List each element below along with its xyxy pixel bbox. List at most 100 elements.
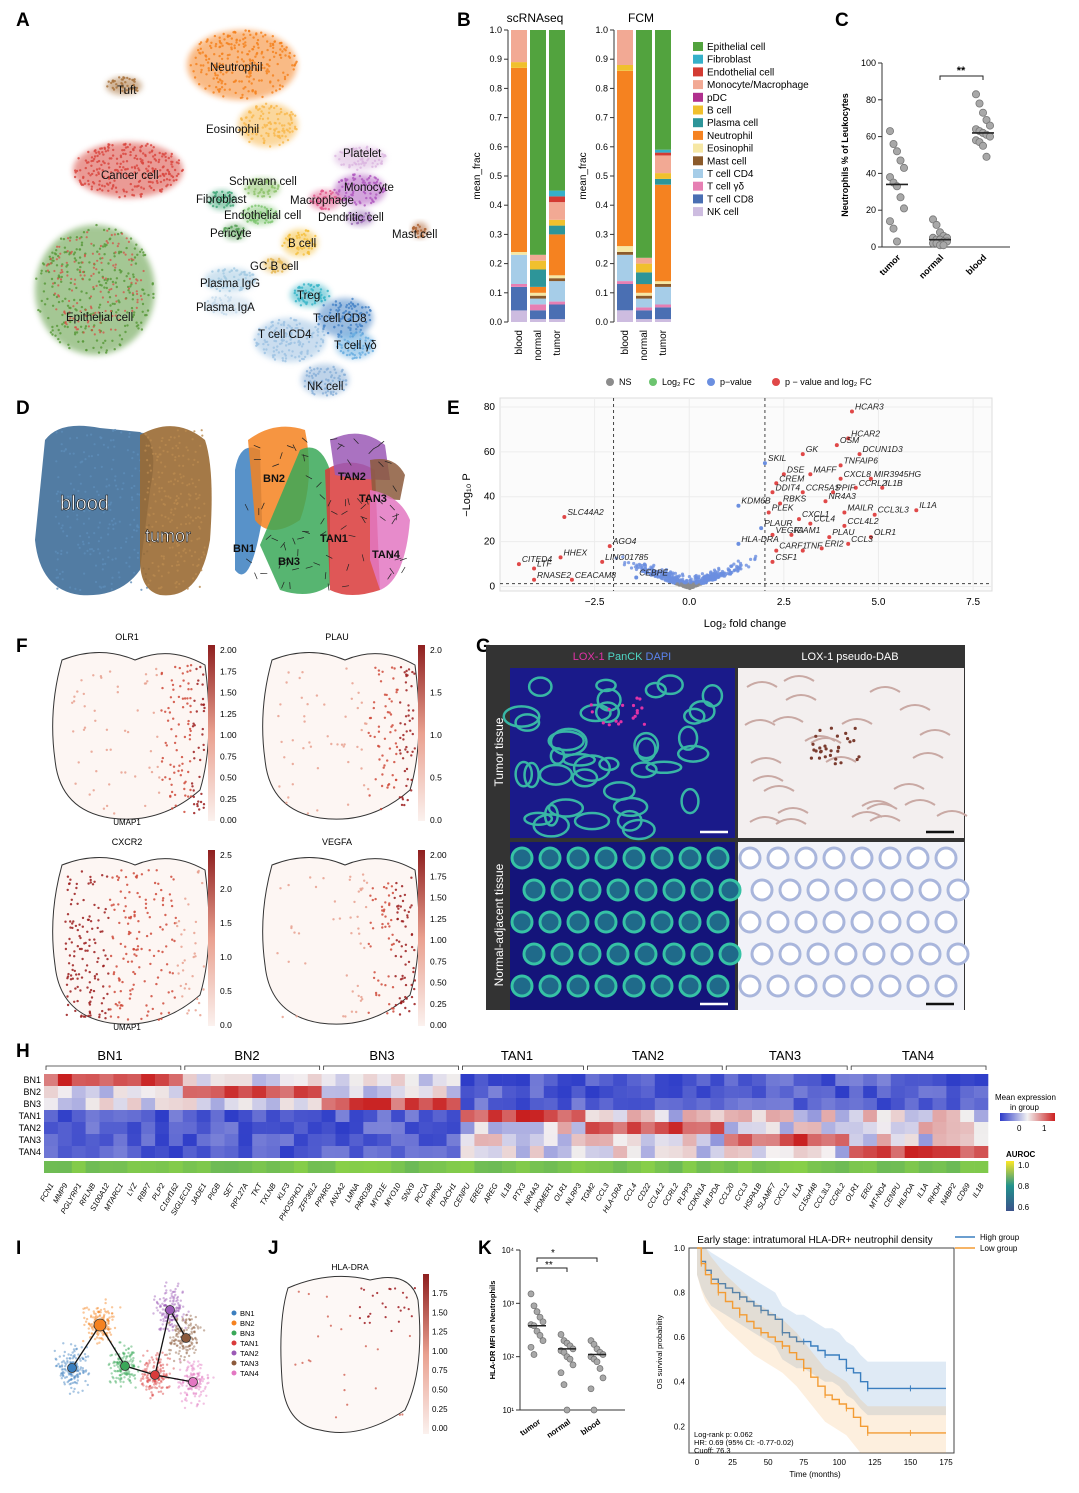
- feature-point: [381, 785, 383, 787]
- feature-point: [192, 725, 194, 727]
- umap-point: [224, 83, 226, 85]
- umap-point: [68, 347, 70, 349]
- feature-point: [89, 876, 91, 878]
- umap-point: [160, 461, 162, 463]
- feature-point: [177, 770, 179, 772]
- gene-point: [559, 555, 563, 559]
- feature-point: [127, 961, 129, 963]
- umap-point: [263, 348, 265, 350]
- umap-point: [223, 33, 225, 35]
- heatmap-cell: [821, 1098, 835, 1110]
- gene-point: [634, 576, 638, 580]
- feature-point: [189, 789, 191, 791]
- heatmap-cell: [905, 1110, 919, 1122]
- umap-point: [211, 270, 213, 272]
- umap-point: [57, 284, 59, 286]
- umap-point: [95, 224, 97, 226]
- panel-letter-k: K: [478, 1238, 492, 1259]
- feature-point: [385, 887, 387, 889]
- dab-signal: [811, 743, 814, 746]
- feature-point: [368, 1012, 370, 1014]
- umap-point: [308, 253, 310, 255]
- heatmap-cell: [599, 1074, 613, 1086]
- umap-point: [231, 37, 233, 39]
- bar-segment-13: [549, 30, 565, 191]
- umap-point: [101, 257, 103, 259]
- umap-point: [170, 163, 172, 165]
- panel-letter-e: E: [447, 398, 460, 419]
- umap-point: [247, 192, 249, 194]
- umap-point: [320, 368, 322, 370]
- umap-point: [355, 328, 357, 330]
- feature-point: [384, 926, 386, 928]
- crypt-dab: [740, 848, 760, 868]
- feature-point: [402, 738, 404, 740]
- feature-point: [386, 694, 388, 696]
- umap-point: [235, 41, 237, 43]
- umap-point: [195, 573, 197, 575]
- umap-point: [111, 559, 113, 561]
- umap-point: [179, 473, 181, 475]
- crypt: [608, 944, 628, 964]
- feature-point: [203, 749, 205, 751]
- feature-point: [399, 749, 401, 751]
- umap-point: [255, 345, 257, 347]
- crypt: [540, 976, 560, 996]
- umap-point: [161, 499, 163, 501]
- umap-point: [173, 514, 175, 516]
- umap-point: [335, 300, 337, 302]
- feature-point: [126, 884, 128, 886]
- umap-point: [62, 530, 64, 532]
- umap-point: [244, 188, 246, 190]
- umap-point: [285, 46, 287, 48]
- umap-label-11: Pericyte: [210, 228, 252, 240]
- feature-point: [405, 715, 407, 717]
- umap-point: [102, 586, 104, 588]
- heatmap-cell: [613, 1122, 627, 1134]
- feature-point: [173, 772, 175, 774]
- heatmap-cell: [183, 1098, 197, 1110]
- umap-point: [77, 328, 79, 330]
- feature-point: [97, 927, 99, 929]
- panel-letter-f: F: [16, 636, 28, 657]
- feature-point: [351, 698, 353, 700]
- umap-point: [251, 273, 253, 275]
- umap-point: [116, 286, 118, 288]
- feature-point: [366, 882, 368, 884]
- umap-point: [361, 306, 363, 308]
- feature-point: [202, 673, 204, 675]
- umap-point: [126, 275, 128, 277]
- dab-signal: [825, 747, 828, 750]
- heatmap-cell: [433, 1074, 447, 1086]
- umap-point: [96, 168, 98, 170]
- feature-point: [184, 794, 186, 796]
- umap-point: [137, 453, 139, 455]
- umap-point: [173, 473, 175, 475]
- feature-point: [405, 984, 407, 986]
- umap-point: [248, 141, 250, 143]
- heatmap-cell: [169, 1122, 183, 1134]
- umap-point: [132, 259, 134, 261]
- umap-point: [60, 278, 62, 280]
- umap-label-22: NK cell: [307, 381, 343, 393]
- umap-point: [56, 577, 58, 579]
- umap-point: [75, 326, 77, 328]
- umap-point: [187, 514, 189, 516]
- umap-point: [268, 65, 270, 67]
- umap-point: [275, 105, 277, 107]
- umap-point: [90, 275, 92, 277]
- feature-point: [88, 1002, 90, 1004]
- umap-point: [174, 478, 176, 480]
- umap-point: [370, 202, 372, 204]
- heatmap-cell: [530, 1086, 544, 1098]
- heatmap-cell: [461, 1074, 475, 1086]
- umap-point: [377, 179, 379, 181]
- feature-point: [285, 681, 287, 683]
- heatmap-cell: [558, 1074, 572, 1086]
- umap-point: [105, 244, 107, 246]
- feature-point: [332, 918, 334, 920]
- feature-point: [399, 737, 401, 739]
- feature-point: [110, 955, 112, 957]
- heatmap-cell: [433, 1098, 447, 1110]
- heatmap-cell: [849, 1098, 863, 1110]
